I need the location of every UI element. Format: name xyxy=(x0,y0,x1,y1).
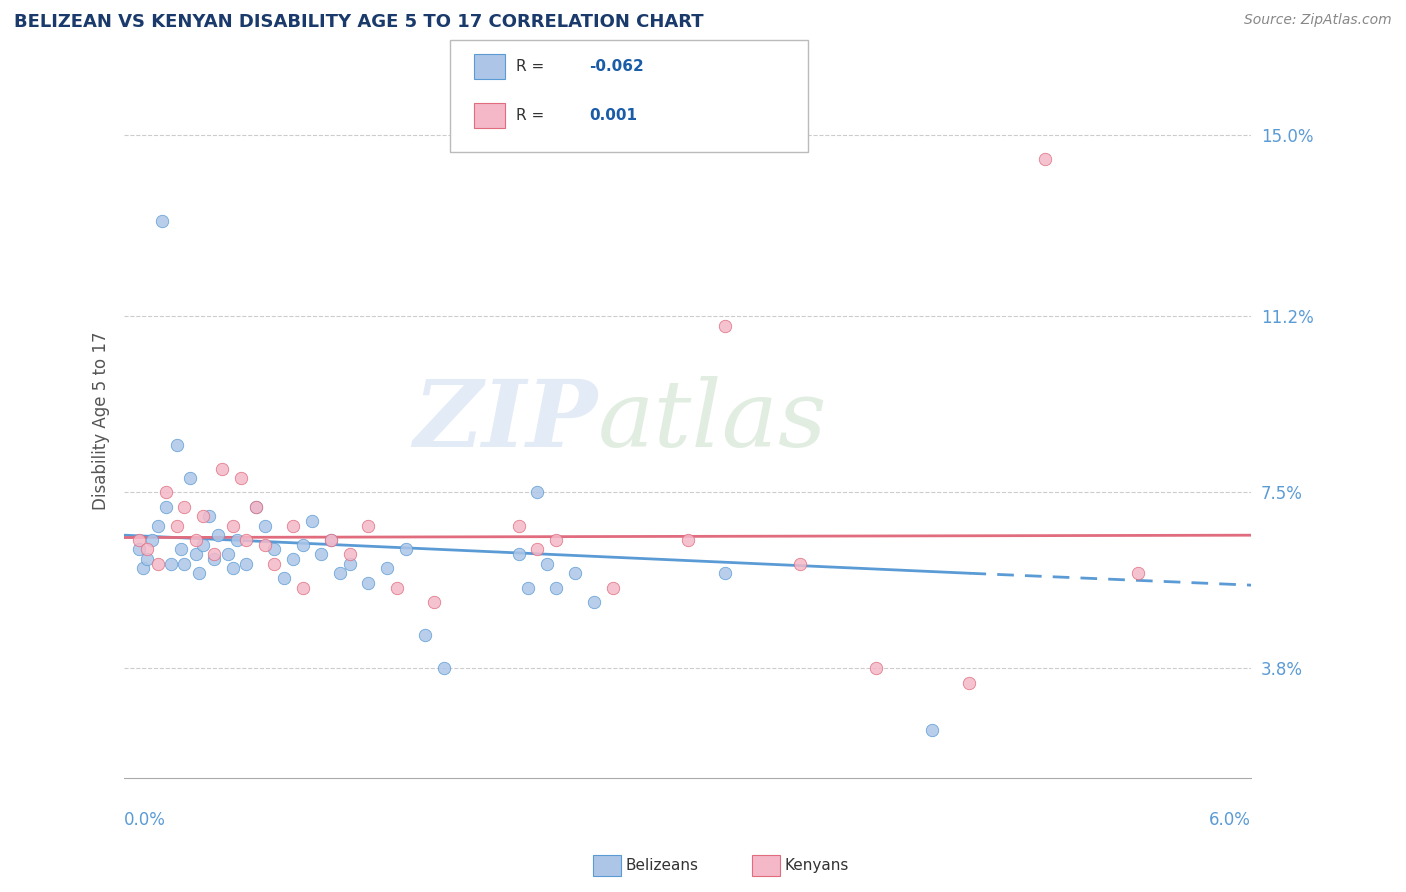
Point xyxy=(1033,153,1056,167)
Point xyxy=(432,661,454,675)
Point xyxy=(1128,566,1150,581)
Point xyxy=(395,542,418,557)
Point xyxy=(135,552,157,566)
Text: Kenyans: Kenyans xyxy=(785,858,849,872)
Point xyxy=(207,528,229,542)
Point xyxy=(508,518,530,533)
Point xyxy=(191,538,214,552)
Text: R = -0.062: R = -0.062 xyxy=(516,60,598,74)
Y-axis label: Disability Age 5 to 17: Disability Age 5 to 17 xyxy=(93,332,110,510)
Point xyxy=(357,518,380,533)
Point xyxy=(222,518,245,533)
Point xyxy=(959,675,981,690)
Text: 6.0%: 6.0% xyxy=(1209,811,1251,830)
Point xyxy=(329,566,352,581)
Point xyxy=(179,471,201,485)
Text: Source: ZipAtlas.com: Source: ZipAtlas.com xyxy=(1244,13,1392,28)
Point xyxy=(339,557,361,571)
Text: N = 34: N = 34 xyxy=(650,108,703,122)
Text: Belizeans: Belizeans xyxy=(626,858,699,872)
Point xyxy=(173,557,195,571)
Text: atlas: atlas xyxy=(598,376,827,466)
Point xyxy=(150,214,173,228)
Point xyxy=(413,628,436,642)
Point xyxy=(319,533,342,547)
Point xyxy=(128,533,150,547)
Point xyxy=(291,538,314,552)
Point xyxy=(311,547,333,561)
Point xyxy=(146,518,169,533)
Point xyxy=(375,561,398,575)
Point xyxy=(222,561,245,575)
Point xyxy=(146,557,169,571)
Point xyxy=(141,533,163,547)
Point xyxy=(273,571,295,585)
Point xyxy=(676,533,699,547)
Point xyxy=(865,661,887,675)
Text: 0.001: 0.001 xyxy=(589,108,637,122)
Point xyxy=(301,514,323,528)
Point xyxy=(202,552,225,566)
Point xyxy=(423,595,446,609)
Point xyxy=(357,575,380,590)
Point xyxy=(339,547,361,561)
Point xyxy=(263,557,285,571)
Point xyxy=(254,518,277,533)
Point xyxy=(188,566,211,581)
Point xyxy=(166,518,188,533)
Point xyxy=(546,533,568,547)
Point xyxy=(135,542,157,557)
Point xyxy=(291,581,314,595)
Point xyxy=(184,547,207,561)
Text: ZIP: ZIP xyxy=(413,376,598,466)
Point xyxy=(283,518,305,533)
Point xyxy=(173,500,195,514)
Point xyxy=(714,566,737,581)
Point xyxy=(319,533,342,547)
Point xyxy=(546,581,568,595)
Point xyxy=(169,542,191,557)
Point xyxy=(714,318,737,333)
Point xyxy=(191,509,214,524)
Point xyxy=(132,561,155,575)
Text: -0.062: -0.062 xyxy=(589,60,644,74)
Point xyxy=(217,547,239,561)
Point xyxy=(526,485,548,500)
Text: N = 47: N = 47 xyxy=(650,60,703,74)
Point xyxy=(602,581,624,595)
Point xyxy=(184,533,207,547)
Point xyxy=(283,552,305,566)
Point xyxy=(582,595,605,609)
Point xyxy=(155,485,177,500)
Point xyxy=(245,500,267,514)
Point xyxy=(235,557,257,571)
Point xyxy=(166,438,188,452)
Point xyxy=(197,509,219,524)
Point xyxy=(229,471,252,485)
Point xyxy=(128,542,150,557)
Point xyxy=(526,542,548,557)
Point xyxy=(385,581,408,595)
Point xyxy=(160,557,183,571)
Text: 0.0%: 0.0% xyxy=(124,811,166,830)
Point xyxy=(245,500,267,514)
Point xyxy=(226,533,249,547)
Point xyxy=(155,500,177,514)
Point xyxy=(254,538,277,552)
Text: R =  0.001: R = 0.001 xyxy=(516,108,598,122)
Point xyxy=(536,557,558,571)
Point xyxy=(508,547,530,561)
Point xyxy=(235,533,257,547)
Text: R =: R = xyxy=(516,60,550,74)
Text: BELIZEAN VS KENYAN DISABILITY AGE 5 TO 17 CORRELATION CHART: BELIZEAN VS KENYAN DISABILITY AGE 5 TO 1… xyxy=(14,13,703,31)
Point xyxy=(263,542,285,557)
Point xyxy=(789,557,811,571)
Point xyxy=(202,547,225,561)
Point xyxy=(564,566,586,581)
Point xyxy=(921,723,943,738)
Text: R =: R = xyxy=(516,108,550,122)
Point xyxy=(211,461,233,475)
Point xyxy=(517,581,540,595)
